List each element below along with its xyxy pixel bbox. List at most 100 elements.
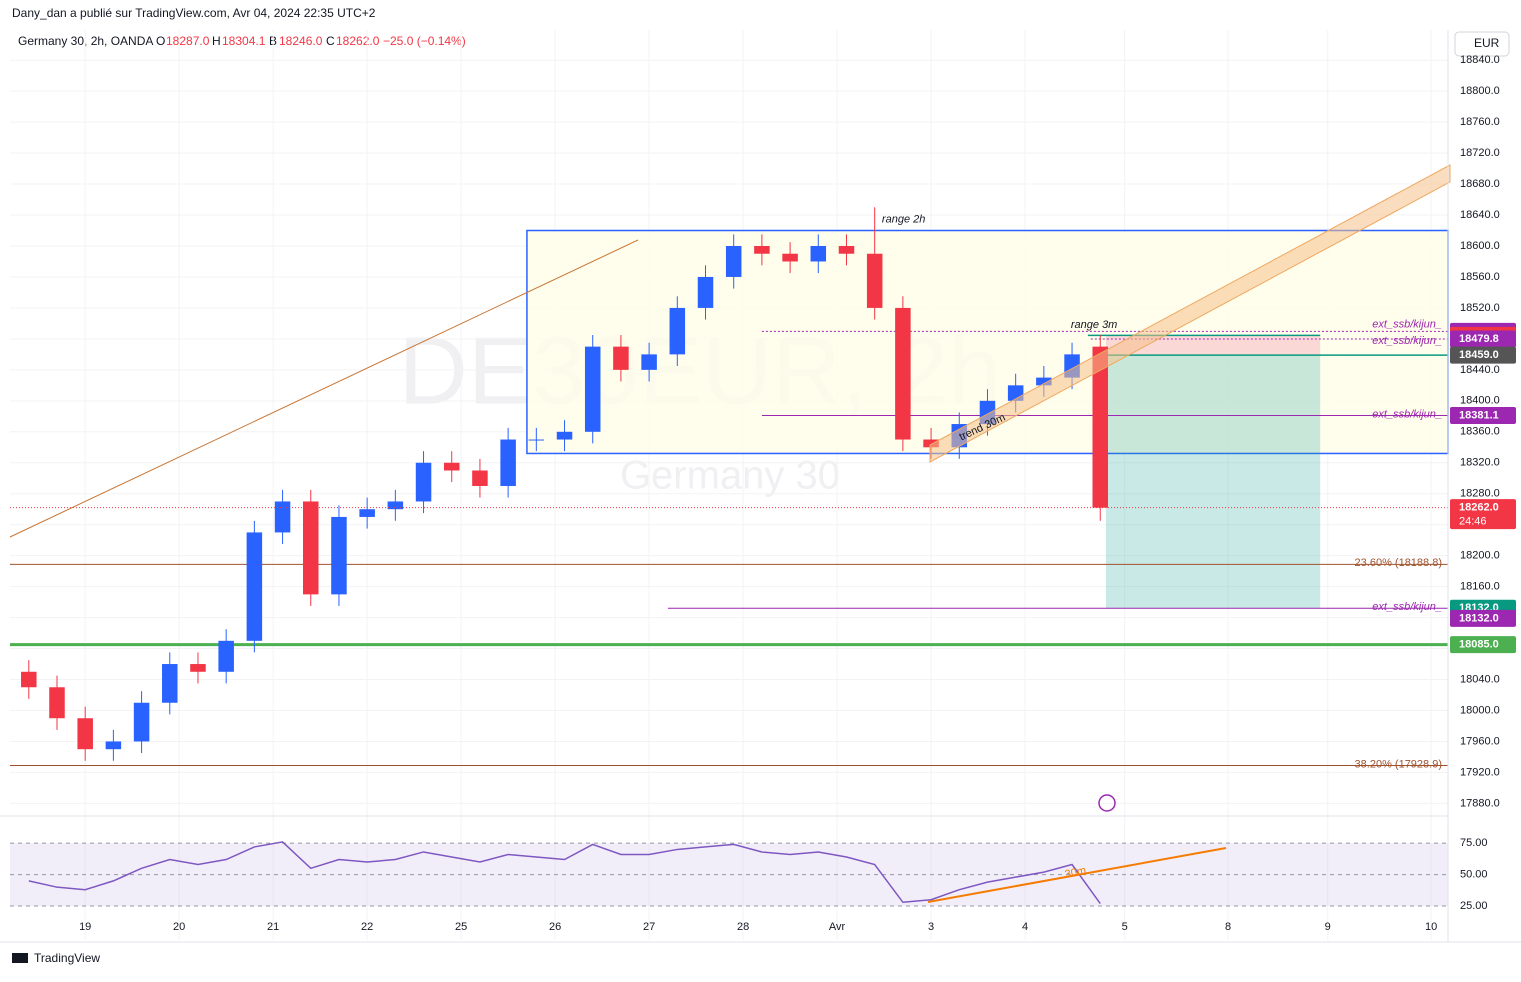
y-tick-label: 18760.0 xyxy=(1460,116,1500,128)
symbol: Germany 30, 2h, OANDA xyxy=(18,34,153,48)
candle-body xyxy=(641,354,657,370)
h-value: 18304.1 xyxy=(222,34,266,48)
candle-body xyxy=(584,346,601,432)
x-tick-label: 19 xyxy=(79,921,91,933)
stop-label: range 3m xyxy=(1071,319,1117,331)
x-tick-label: 25 xyxy=(455,921,467,933)
y-tick-label: 17880.0 xyxy=(1460,797,1500,809)
candle-body xyxy=(133,702,150,742)
candle-body xyxy=(21,671,37,688)
y-tick-label: 18400.0 xyxy=(1460,395,1500,407)
candle-body xyxy=(1036,377,1052,386)
level-label: ext_ssb/kijun_ xyxy=(1372,318,1442,330)
candle-body xyxy=(443,462,460,471)
price-label: 18262.0 xyxy=(1459,502,1499,514)
x-tick-label: 8 xyxy=(1225,921,1231,933)
candle-body xyxy=(895,307,911,440)
candle-body xyxy=(303,501,319,595)
y-tick-label: 18160.0 xyxy=(1460,581,1500,593)
price-label-box xyxy=(1450,609,1516,627)
price-label: 18085.0 xyxy=(1459,639,1499,651)
x-tick-label: Avr xyxy=(829,921,846,933)
candle-body xyxy=(218,640,234,672)
x-tick-label: 10 xyxy=(1425,921,1437,933)
rsi-line xyxy=(28,841,1101,904)
candle-body xyxy=(810,245,827,262)
position-target xyxy=(1105,355,1321,609)
price-label-box xyxy=(1450,499,1516,530)
y-tick-label: 17960.0 xyxy=(1460,735,1500,747)
y-tick-label: 18520.0 xyxy=(1460,302,1500,314)
y-tick-label: 18560.0 xyxy=(1460,271,1500,283)
trend-line xyxy=(9,239,639,538)
price-label: 18479.8 xyxy=(1459,333,1499,345)
footer: TradingView xyxy=(34,951,100,965)
y-tick-label: 18320.0 xyxy=(1460,457,1500,469)
logo xyxy=(12,953,28,963)
candle-body xyxy=(105,741,122,750)
range-label: range 2h xyxy=(882,213,925,225)
candle-body xyxy=(782,253,798,262)
o-key: O xyxy=(156,34,165,48)
currency-button[interactable] xyxy=(1454,31,1510,57)
x-tick-label: 9 xyxy=(1325,921,1331,933)
y-tick-label: 18200.0 xyxy=(1460,550,1500,562)
author: Dany_dan a publié sur TradingView.com, A… xyxy=(12,6,376,20)
candle-body xyxy=(162,664,178,703)
price-label-box xyxy=(1450,330,1516,348)
candle-body xyxy=(866,253,883,308)
rsi-trend xyxy=(927,847,1227,903)
candle-body xyxy=(725,245,742,277)
level-label: ext_ssb/kijun_ xyxy=(1372,335,1442,347)
price-label-box xyxy=(1450,406,1516,424)
y-tick-label: 18680.0 xyxy=(1460,178,1500,190)
currency: EUR xyxy=(1474,36,1500,50)
y-tick-label: 18000.0 xyxy=(1460,704,1500,716)
x-tick-label: 22 xyxy=(361,921,373,933)
c-value: 18262.0 xyxy=(336,34,380,48)
candle-body xyxy=(331,516,347,595)
candle-body xyxy=(190,664,206,672)
level-label: 23.60% (18188.8) xyxy=(1355,557,1442,569)
candle-body xyxy=(359,509,375,517)
candle-body xyxy=(923,439,939,448)
candle-body xyxy=(697,276,714,308)
candle-body xyxy=(754,245,770,254)
price-label: 18459.0 xyxy=(1459,349,1499,361)
y-tick-label: 18280.0 xyxy=(1460,488,1500,500)
h-key: H xyxy=(212,34,221,48)
candle-body xyxy=(415,462,432,502)
trend-channel xyxy=(929,164,1451,463)
x-tick-label: 5 xyxy=(1122,921,1128,933)
y-tick-label: 18720.0 xyxy=(1460,147,1500,159)
price-timer: 24:46 xyxy=(1459,516,1487,528)
y-tick-label: 18600.0 xyxy=(1460,240,1500,252)
candle-body xyxy=(274,501,291,533)
level-label: ext_ssb/kijun_ xyxy=(1372,601,1442,613)
change: −25.0 (−0.14%) xyxy=(383,34,466,48)
l-value: 18246.0 xyxy=(279,34,323,48)
y-tick-label: 17920.0 xyxy=(1460,766,1500,778)
x-tick-label: 20 xyxy=(173,921,185,933)
candle-body xyxy=(838,245,855,254)
x-tick-label: 28 xyxy=(737,921,749,933)
candle-body xyxy=(500,439,516,486)
candle-body xyxy=(472,470,488,486)
rsi-trend-label: 30m xyxy=(1064,865,1087,881)
o-value: 18287.0 xyxy=(166,34,210,48)
candle-body xyxy=(528,439,545,441)
position-stop xyxy=(1105,335,1321,356)
candle-body xyxy=(49,687,65,719)
alert-icon[interactable] xyxy=(1098,794,1116,812)
price-label-box xyxy=(1450,346,1516,364)
rsi-tick-label: 25.00 xyxy=(1460,900,1488,912)
candle-body xyxy=(669,307,686,355)
candle-body xyxy=(246,532,263,641)
x-tick-label: 27 xyxy=(643,921,655,933)
y-tick-label: 18840.0 xyxy=(1460,54,1500,66)
y-tick-label: 18040.0 xyxy=(1460,673,1500,685)
price-label: 18132.0 xyxy=(1459,612,1499,624)
y-tick-label: 18440.0 xyxy=(1460,364,1500,376)
